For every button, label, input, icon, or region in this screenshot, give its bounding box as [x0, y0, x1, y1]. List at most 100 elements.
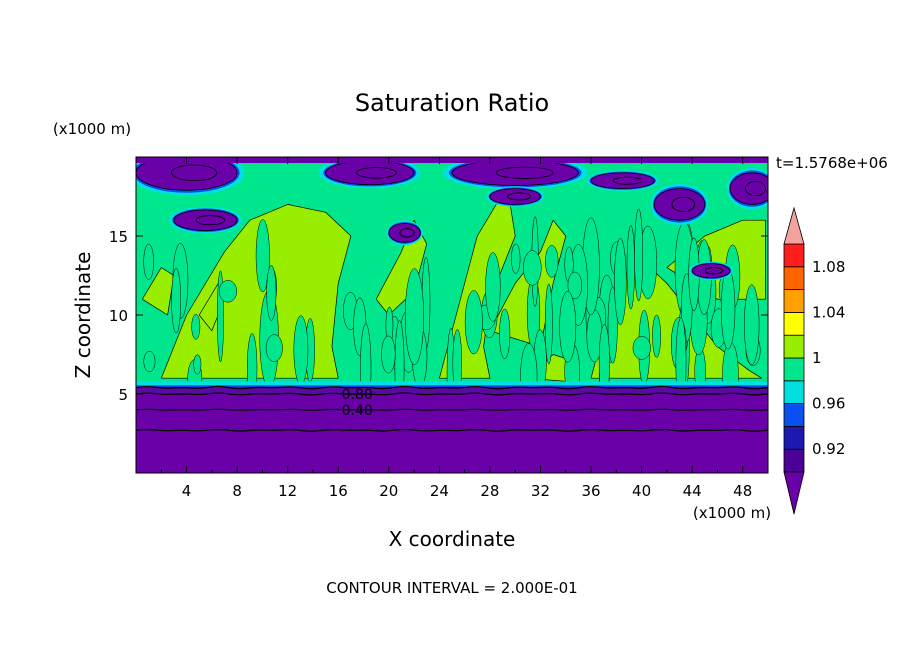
- x-tick-label: 40: [632, 482, 651, 500]
- dry-patch: [388, 222, 421, 243]
- dry-patch: [590, 172, 655, 190]
- x-tick-label: 16: [329, 482, 348, 500]
- plume: [464, 290, 483, 355]
- plume: [544, 283, 553, 365]
- plume: [559, 291, 577, 363]
- x-tick-label: 12: [278, 482, 297, 500]
- time-label: t=1.5768e+06: [776, 154, 888, 172]
- dry-patch-contour: [356, 167, 397, 179]
- x-tick-label: 8: [232, 482, 242, 500]
- colorbar-swatch: [783, 289, 805, 313]
- plume: [293, 315, 309, 385]
- colorbar: 0.92 0.96 1 1.04 1.08: [783, 206, 845, 515]
- colorbar-label: 0.92: [812, 440, 845, 458]
- x-axis-label: X coordinate: [389, 527, 516, 551]
- dry-patch: [489, 188, 541, 205]
- plume: [485, 252, 501, 322]
- dry-patch: [451, 159, 579, 186]
- dry-patch-contour: [705, 267, 723, 275]
- dry-patch: [136, 157, 238, 191]
- lower-dry-layer: [136, 386, 768, 394]
- y-tick-label: 15: [109, 228, 128, 246]
- contour-label: 0.80: [342, 387, 373, 403]
- colorbar-swatch: [783, 334, 805, 359]
- plume: [614, 238, 627, 326]
- colorbar-label: 1.08: [812, 258, 845, 276]
- x-unit-label: (x1000 m): [693, 504, 771, 522]
- x-tick-label: 48: [733, 482, 752, 500]
- dry-patch-contour: [745, 181, 766, 197]
- transition-band: [136, 385, 768, 388]
- plume: [567, 271, 583, 300]
- dry-patch: [173, 209, 238, 231]
- x-tick-label: 32: [531, 482, 550, 500]
- x-tick-label: 28: [480, 482, 499, 500]
- x-tick-label: 44: [683, 482, 702, 500]
- x-tick-label: 4: [182, 482, 192, 500]
- dry-patch-contour: [195, 215, 225, 226]
- colorbar-swatch: [783, 357, 805, 382]
- colorbar-swatch: [783, 448, 805, 473]
- colorbar-swatch: [783, 403, 805, 427]
- contour-line: [136, 392, 768, 396]
- colorbar-over-arrow: [783, 206, 805, 245]
- plume: [265, 334, 283, 362]
- dry-patch-contour: [399, 228, 415, 238]
- contour-label: 0.40: [342, 403, 373, 419]
- plume: [193, 354, 202, 375]
- plume: [545, 245, 559, 278]
- plume: [632, 336, 651, 360]
- y-tick-label: 10: [109, 307, 128, 325]
- dry-patch: [325, 160, 415, 186]
- contour-line: [136, 428, 768, 432]
- colorbar-swatch: [783, 380, 805, 404]
- plume: [191, 313, 201, 340]
- dry-patch: [136, 157, 768, 163]
- y-axis-label: Z coordinate: [71, 252, 95, 379]
- plume: [171, 267, 182, 334]
- colorbar-swatch: [783, 243, 805, 268]
- plume: [255, 219, 270, 293]
- contour-line: [136, 385, 768, 390]
- x-tick-label: 24: [430, 482, 449, 500]
- colorbar-swatch: [783, 311, 805, 336]
- contour-interval-note: CONTOUR INTERVAL = 2.000E-01: [326, 579, 577, 597]
- colorbar-swatch: [783, 266, 805, 290]
- dry-patch: [729, 172, 768, 205]
- transition-band: [136, 381, 768, 388]
- plume: [143, 350, 156, 373]
- colorbar-label: 0.96: [812, 395, 845, 413]
- plume: [720, 268, 736, 350]
- colorbar-label: 1: [812, 349, 822, 367]
- plume: [381, 335, 396, 374]
- chart-title: Saturation Ratio: [355, 89, 549, 117]
- plume: [626, 225, 635, 310]
- dry-patch-contour: [495, 166, 554, 179]
- dry-patch: [653, 188, 706, 221]
- plume: [404, 268, 424, 365]
- plume: [607, 286, 618, 364]
- contour-line: [136, 408, 768, 411]
- colorbar-label: 1.04: [812, 303, 845, 321]
- x-tick-label: 36: [581, 482, 600, 500]
- plume: [266, 265, 277, 321]
- plume: [218, 280, 238, 303]
- dry-patch-contour: [507, 192, 531, 201]
- plot-area: 0.800.40: [136, 157, 768, 473]
- dry-patch-contour: [671, 196, 696, 212]
- plume: [652, 314, 661, 358]
- y-tick-label: 5: [118, 386, 128, 404]
- colorbar-swatch: [783, 425, 805, 450]
- dry-patch-contour: [612, 176, 643, 185]
- dry-patch: [691, 263, 731, 279]
- dry-patch-contour: [170, 164, 218, 182]
- x-tick-label: 20: [379, 482, 398, 500]
- colorbar-under-arrow: [783, 471, 805, 515]
- plume: [511, 243, 521, 274]
- plume: [634, 208, 644, 302]
- plume: [499, 308, 511, 360]
- y-unit-label: (x1000 m): [53, 120, 131, 138]
- plume: [143, 243, 154, 280]
- plume: [744, 284, 760, 366]
